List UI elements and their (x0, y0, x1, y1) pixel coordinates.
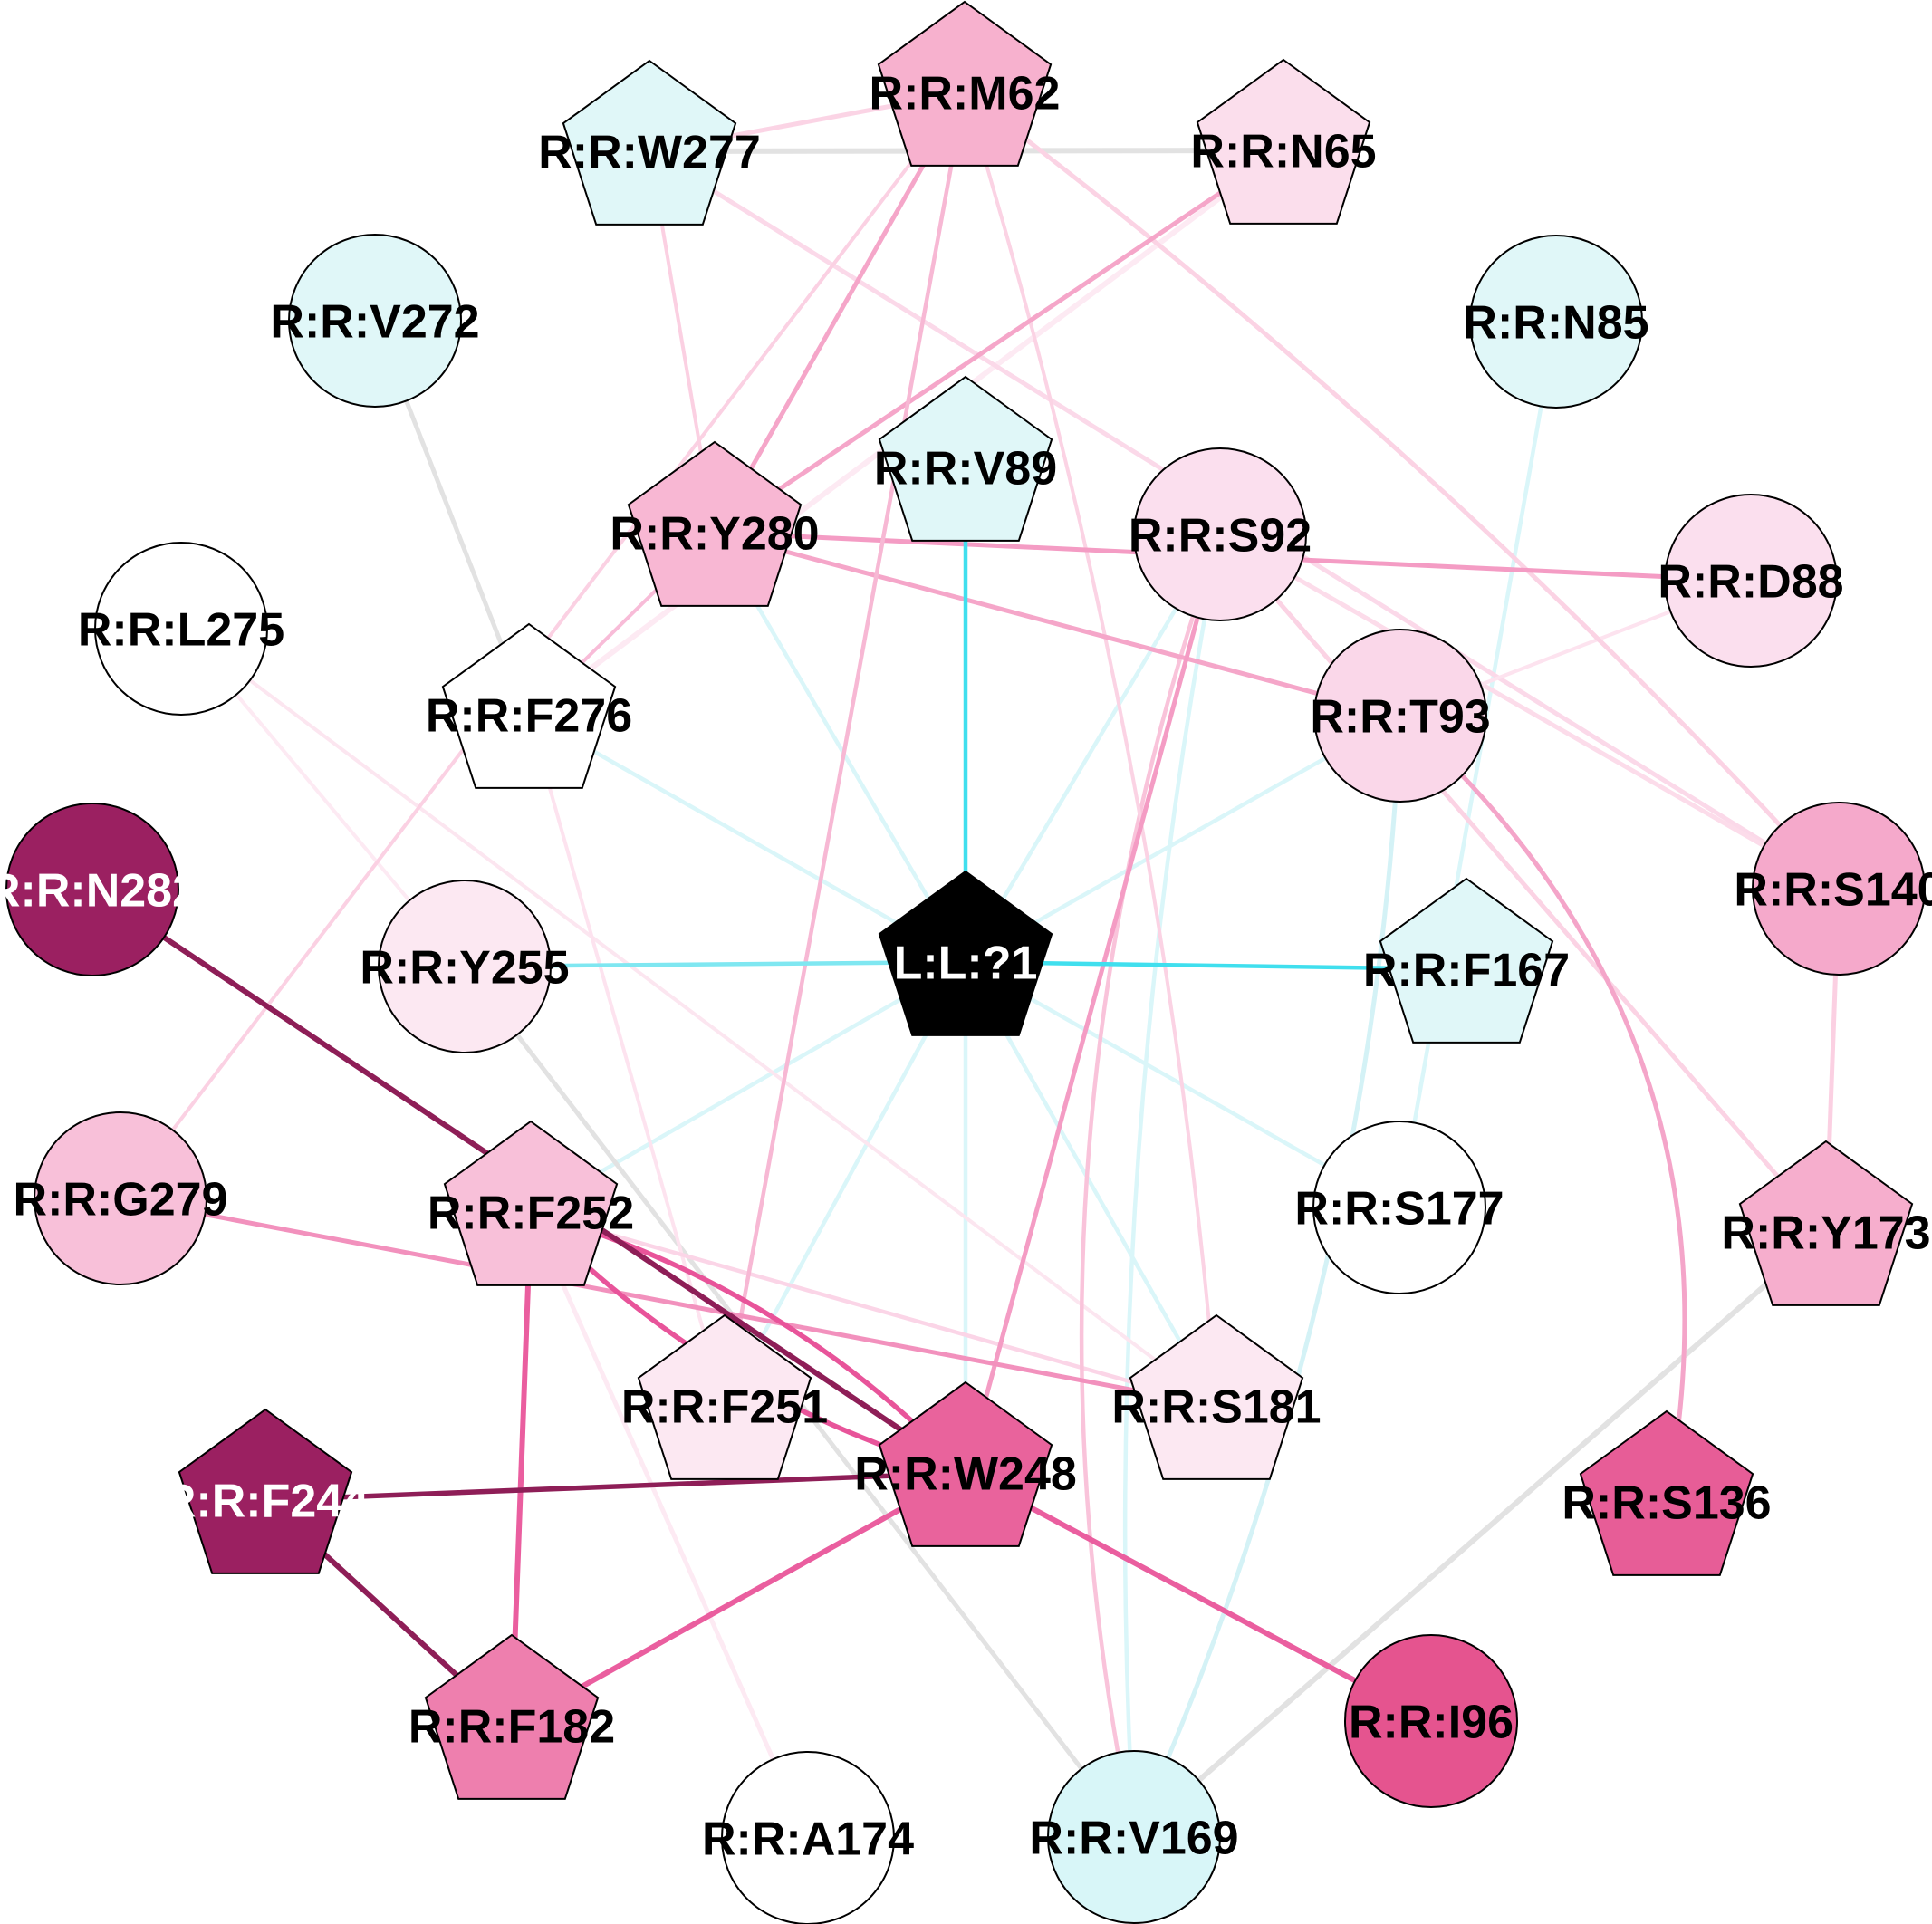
svg-text:R:R:I96: R:R:I96 (1349, 1697, 1514, 1749)
svg-text:R:R:W277: R:R:W277 (538, 127, 761, 179)
svg-text:R:R:F251: R:R:F251 (621, 1381, 828, 1434)
svg-text:R:R:V169: R:R:V169 (1029, 1813, 1238, 1865)
svg-text:R:R:M62: R:R:M62 (870, 68, 1061, 120)
svg-text:R:R:G279: R:R:G279 (14, 1174, 228, 1227)
svg-text:R:R:N65: R:R:N65 (1190, 126, 1376, 178)
svg-text:R:R:W248: R:R:W248 (854, 1448, 1077, 1501)
svg-text:R:R:Y173: R:R:Y173 (1721, 1207, 1930, 1260)
svg-text:R:R:Y255: R:R:Y255 (360, 942, 569, 995)
svg-text:R:R:Y280: R:R:Y280 (610, 508, 819, 561)
svg-text:R:R:D88: R:R:D88 (1658, 556, 1843, 609)
svg-text:R:R:T93: R:R:T93 (1310, 691, 1490, 744)
svg-text:L:L:?1: L:L:?1 (894, 938, 1038, 990)
svg-text:R:R:F252: R:R:F252 (428, 1188, 634, 1240)
svg-text:R:R:F276: R:R:F276 (426, 690, 632, 743)
svg-text:R:R:S177: R:R:S177 (1294, 1183, 1504, 1236)
svg-text:R:R:S136: R:R:S136 (1562, 1477, 1771, 1530)
svg-text:R:R:F167: R:R:F167 (1363, 945, 1570, 997)
svg-text:R:R:F244: R:R:F244 (162, 1476, 369, 1528)
svg-text:R:R:L275: R:R:L275 (78, 604, 284, 657)
svg-text:R:R:V89: R:R:V89 (874, 443, 1057, 495)
svg-text:R:R:S140: R:R:S140 (1734, 864, 1932, 917)
svg-text:R:R:S181: R:R:S181 (1111, 1381, 1321, 1434)
svg-text:R:R:S92: R:R:S92 (1129, 510, 1312, 563)
svg-text:R:R:F182: R:R:F182 (409, 1701, 615, 1754)
svg-text:R:R:N282: R:R:N282 (0, 865, 198, 918)
svg-text:R:R:N85: R:R:N85 (1463, 297, 1648, 350)
svg-text:R:R:V272: R:R:V272 (270, 296, 479, 349)
svg-text:R:R:A174: R:R:A174 (702, 1813, 914, 1866)
